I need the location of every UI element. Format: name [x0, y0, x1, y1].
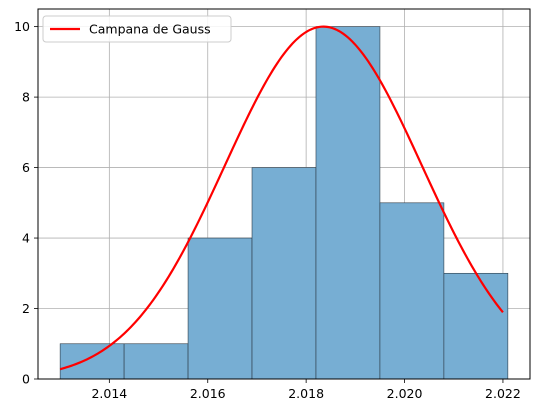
histogram-bars: [59, 26, 509, 380]
y-tick-label-1: 2: [22, 301, 30, 316]
y-tick-label-2: 4: [22, 231, 30, 246]
x-tick-label-4: 2.022: [485, 386, 521, 401]
histogram-bar-1: [59, 343, 125, 380]
legend-label: Campana de Gauss: [89, 22, 211, 37]
x-axis-ticks: 2.014 2.016 2.018 2.020 2.022: [91, 379, 521, 401]
x-tick-label-3: 2.020: [387, 386, 423, 401]
histogram-bar-7: [443, 272, 509, 380]
histogram-bar-4: [251, 167, 317, 380]
histogram-bar-3: [187, 237, 253, 380]
x-tick-label-2: 2.018: [288, 386, 324, 401]
histogram-bar-2: [123, 343, 189, 380]
histogram-bar-6: [379, 202, 445, 380]
gauss-curve-line: [59, 25, 504, 371]
y-tick-label-5: 10: [14, 19, 30, 34]
y-tick-label-4: 8: [22, 90, 30, 105]
y-axis-ticks: 0 2 4 6 8 10: [14, 19, 38, 387]
legend: Campana de Gauss: [42, 15, 232, 43]
histogram-bar-5: [315, 26, 381, 380]
y-tick-label-3: 6: [22, 160, 30, 175]
x-tick-label-0: 2.014: [91, 386, 127, 401]
plot-frame: [37, 8, 531, 380]
y-tick-label-0: 0: [22, 372, 30, 387]
x-tick-label-1: 2.016: [190, 386, 226, 401]
legend-box: [42, 15, 232, 43]
